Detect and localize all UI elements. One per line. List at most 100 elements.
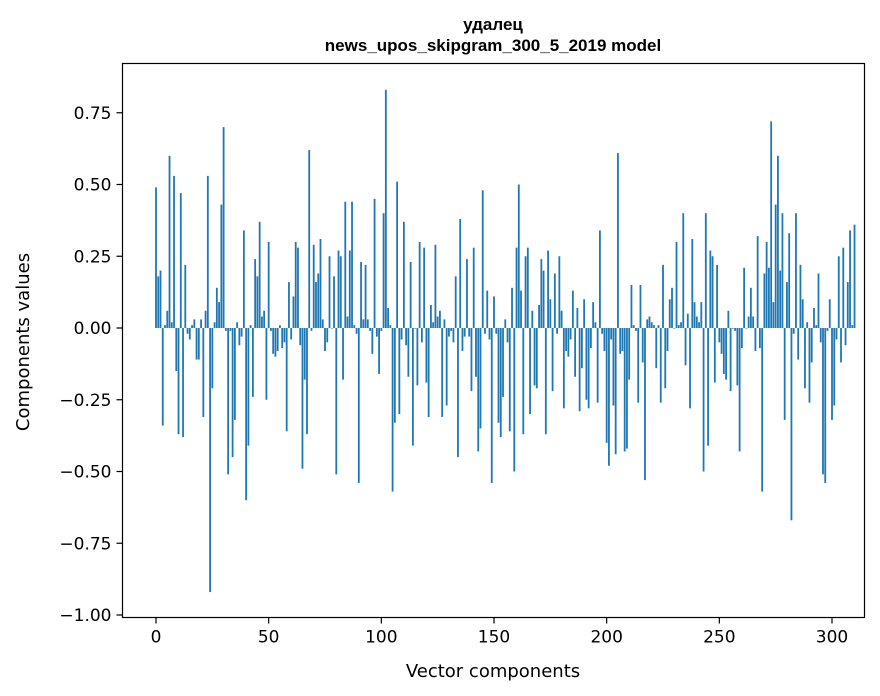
bar-31 xyxy=(224,328,227,331)
bar-151 xyxy=(495,328,498,334)
bar-42 xyxy=(249,325,252,328)
bar-296 xyxy=(822,328,824,475)
bar-130 xyxy=(448,328,450,337)
bar-192 xyxy=(587,328,590,409)
bar-288 xyxy=(804,328,806,389)
y-tick-label: 0.75 xyxy=(74,104,112,124)
bar-274 xyxy=(772,302,775,328)
bar-174 xyxy=(547,250,549,328)
bar-294 xyxy=(817,273,820,328)
bar-157 xyxy=(508,328,511,432)
bar-306 xyxy=(844,328,847,346)
bar-48 xyxy=(263,310,266,328)
bar-97 xyxy=(373,198,376,328)
y-tick-label: 0.25 xyxy=(74,247,112,267)
bar-188 xyxy=(578,328,581,412)
bar-278 xyxy=(781,213,784,328)
bar-172 xyxy=(542,270,545,328)
bar-155 xyxy=(504,319,507,328)
bar-242 xyxy=(700,302,703,328)
bar-61 xyxy=(292,296,295,328)
bar-191 xyxy=(585,328,588,400)
bar-257 xyxy=(734,328,737,331)
bar-272 xyxy=(768,267,770,328)
bar-125 xyxy=(436,316,439,328)
bar-90 xyxy=(357,328,360,483)
x-tick-label: 200 xyxy=(590,628,622,648)
bar-36 xyxy=(236,322,239,328)
bar-262 xyxy=(745,328,748,329)
bar-289 xyxy=(806,322,809,328)
bar-254 xyxy=(727,310,730,328)
bar-267 xyxy=(756,236,759,328)
bar-136 xyxy=(461,328,464,351)
bar-96 xyxy=(371,328,374,354)
bar-91 xyxy=(360,261,362,328)
bar-264 xyxy=(749,287,752,328)
bar-62 xyxy=(294,241,297,328)
y-tick-label: −1.00 xyxy=(59,606,111,626)
x-tick-label: 100 xyxy=(365,628,397,648)
bar-123 xyxy=(432,322,435,328)
bar-253 xyxy=(725,328,727,380)
y-axis-ticks: −1.00 −0.75 −0.50 −0.25 0.00 0.25 0.50 0.75 xyxy=(59,104,123,626)
y-tick-label: −0.25 xyxy=(59,391,111,411)
bar-39 xyxy=(242,230,245,328)
bar-138 xyxy=(466,259,468,328)
bar-204 xyxy=(614,328,617,455)
bar-285 xyxy=(797,328,800,360)
bar-series xyxy=(155,89,856,593)
bar-275 xyxy=(774,204,777,328)
bar-81 xyxy=(337,250,340,328)
bar-301 xyxy=(833,328,836,406)
bar-270 xyxy=(763,273,766,328)
bar-236 xyxy=(686,313,689,328)
bar-131 xyxy=(450,328,453,331)
bar-180 xyxy=(560,310,563,328)
bar-35 xyxy=(233,328,236,420)
bar-300 xyxy=(831,328,833,420)
bar-115 xyxy=(414,328,417,329)
bar-228 xyxy=(668,299,671,328)
bar-217 xyxy=(644,328,646,481)
bar-186 xyxy=(574,328,577,377)
bar-76 xyxy=(326,328,329,343)
y-tick-label: 0.50 xyxy=(74,176,112,196)
bar-255 xyxy=(729,328,732,392)
bar-291 xyxy=(810,328,813,363)
bar-175 xyxy=(549,299,552,328)
bar-84 xyxy=(344,201,347,328)
bar-41 xyxy=(247,328,250,446)
bar-95 xyxy=(369,328,371,331)
bar-218 xyxy=(646,319,649,328)
bar-305 xyxy=(842,247,845,328)
bar-15 xyxy=(188,328,191,340)
bar-119 xyxy=(423,247,426,328)
bar-167 xyxy=(531,310,534,328)
bar-248 xyxy=(713,328,716,383)
bar-77 xyxy=(328,256,331,328)
x-tick-label: 150 xyxy=(478,628,510,648)
bar-233 xyxy=(680,322,682,328)
bar-297 xyxy=(824,328,827,483)
bar-258 xyxy=(736,328,739,386)
bar-237 xyxy=(689,328,691,409)
bar-292 xyxy=(813,307,815,328)
bar-17 xyxy=(193,319,196,328)
bar-279 xyxy=(783,328,786,420)
plot-frame xyxy=(121,62,866,619)
bar-190 xyxy=(583,299,586,328)
y-tick-label: 0.00 xyxy=(74,319,112,339)
bar-117 xyxy=(418,241,421,328)
bar-168 xyxy=(533,328,536,386)
x-axis-ticks: 0 50 100 150 200 250 300 xyxy=(151,617,848,648)
bar-277 xyxy=(779,270,782,328)
bar-67 xyxy=(306,328,308,435)
bar-271 xyxy=(765,241,768,328)
chart-subtitle: news_upos_skipgram_300_5_2019 model xyxy=(325,36,661,55)
bar-56 xyxy=(281,328,284,349)
bar-102 xyxy=(384,89,387,328)
bar-0 xyxy=(155,187,157,328)
bar-199 xyxy=(603,328,606,351)
bar-181 xyxy=(562,328,565,409)
